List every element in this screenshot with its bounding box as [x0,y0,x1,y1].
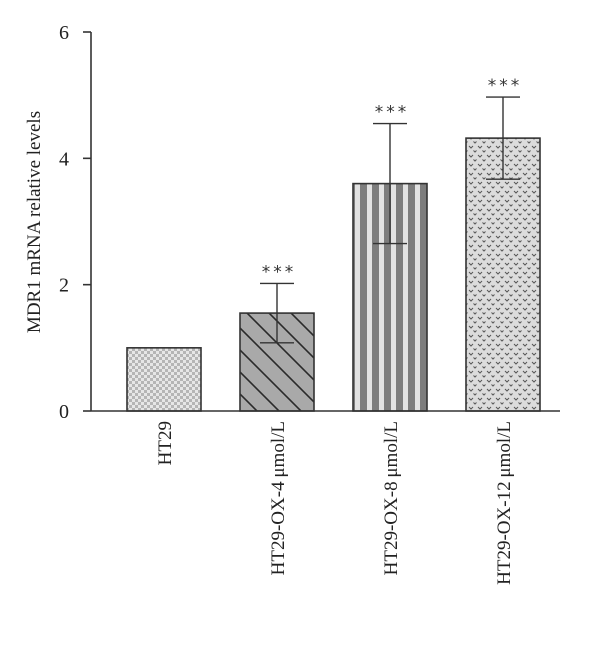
y-tick-label-0: 0 [59,401,69,423]
y-axis-ticks: 0 2 4 6 [59,22,91,423]
significance-label-2: *** [262,262,297,282]
bars-group [126,137,541,412]
significance-labels: *** *** *** [262,76,523,282]
significance-label-3: *** [375,103,410,123]
y-axis-title: MDR1 mRNA relative levels [24,111,45,333]
y-tick-label-4: 4 [59,148,69,170]
x-category-label-3: HT29-OX-8 μmol/L [381,421,402,575]
bar-4 [465,137,541,412]
y-tick-label-6: 6 [59,22,69,44]
error-bars-group [260,96,520,344]
x-category-label-1: HT29 [155,421,176,465]
x-category-label-4: HT29-OX-12 μmol/L [494,421,515,585]
x-axis-category-labels: HT29 HT29-OX-4 μmol/L HT29-OX-8 μmol/L HT29… [155,421,515,585]
significance-label-4: *** [488,76,523,96]
x-category-label-2: HT29-OX-4 μmol/L [268,421,289,575]
y-tick-label-2: 2 [59,275,69,297]
bar-1 [126,347,202,412]
